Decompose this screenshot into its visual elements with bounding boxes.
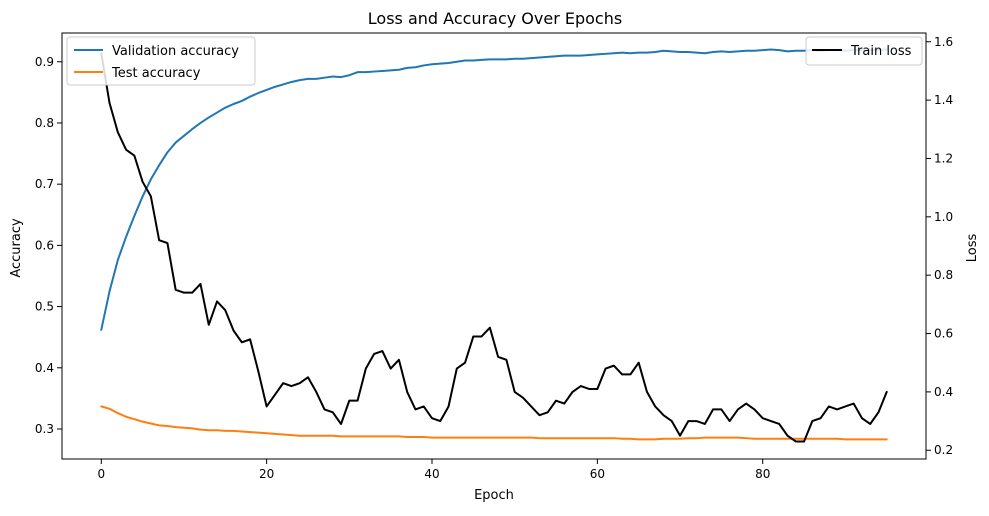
series-line-test-accuracy <box>100 405 888 441</box>
y-tick-label-right: 1.6 <box>934 35 953 49</box>
y-tick-label-left: 0.5 <box>35 300 54 314</box>
legend-right: Train loss <box>805 36 923 66</box>
y-tick-label-right: 0.4 <box>934 385 953 399</box>
y-tick-label-right: 1.2 <box>934 151 953 165</box>
x-tick-label: 60 <box>590 467 605 481</box>
series-line-train-loss <box>100 52 888 443</box>
y-tick-label-right: 1.4 <box>934 93 953 107</box>
y-tick-label-left: 0.4 <box>35 361 54 375</box>
chart-title: Loss and Accuracy Over Epochs <box>368 9 622 28</box>
y-tick-label-left: 0.8 <box>35 116 54 130</box>
plot-frame <box>61 32 927 460</box>
y-axis-label-left: Accuracy <box>9 218 24 278</box>
legend-left: Validation accuracy Test accuracy <box>66 36 256 86</box>
y-tick-label-right: 0.6 <box>934 327 953 341</box>
x-tick-label: 20 <box>259 467 274 481</box>
y-tick-label-left: 0.3 <box>35 422 54 436</box>
y-tick-label-left: 0.6 <box>35 238 54 252</box>
legend-label-test-accuracy: Test accuracy <box>111 66 201 81</box>
plot-area <box>100 48 888 443</box>
x-axis-label: Epoch <box>474 488 514 503</box>
legend-label-train-loss: Train loss <box>850 44 912 59</box>
x-tick-label: 80 <box>755 467 770 481</box>
legend-label-validation-accuracy: Validation accuracy <box>112 44 239 59</box>
y-tick-label-right: 0.2 <box>934 443 953 457</box>
x-tick-label: 40 <box>424 467 439 481</box>
series-line-validation-accuracy <box>100 48 888 331</box>
y-tick-label-left: 0.9 <box>35 55 54 69</box>
y-tick-label-right: 1.0 <box>934 210 953 224</box>
y-tick-label-right: 0.8 <box>934 268 953 282</box>
x-tick-label: 0 <box>97 467 105 481</box>
axes: 0 20 40 60 80 0.3 0.4 0.5 0.6 0.7 0.8 0.9 0.2 0.4 0.6 0… <box>35 32 953 481</box>
legend-left-frame <box>66 36 256 86</box>
y-tick-label-left: 0.7 <box>35 177 54 191</box>
legend-right-frame <box>805 36 923 66</box>
y-axis-label-right: Loss <box>965 234 980 263</box>
